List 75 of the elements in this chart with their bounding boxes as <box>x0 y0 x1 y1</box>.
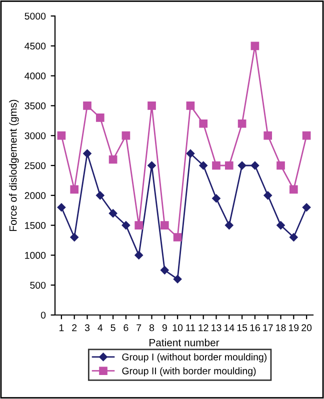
point <box>302 203 311 212</box>
y-tick-label: 4500 <box>24 42 46 50</box>
point <box>250 161 260 170</box>
y-tick-label: 2000 <box>24 192 46 200</box>
x-tick-label: 9 <box>162 324 167 332</box>
point <box>160 266 169 274</box>
point <box>290 233 298 242</box>
point <box>199 119 208 128</box>
legend-label: Group I (without border moulding) <box>122 353 266 362</box>
x-tick-label: 16 <box>250 324 260 332</box>
point <box>173 233 182 242</box>
point <box>83 102 92 110</box>
x-tick-label: 2 <box>72 324 77 332</box>
point <box>276 221 285 230</box>
point <box>96 113 104 122</box>
point <box>122 221 130 230</box>
y-tick-label: 3000 <box>24 132 46 140</box>
y-tick-label: 3500 <box>24 102 46 110</box>
x-tick-label: 20 <box>302 324 312 332</box>
point <box>238 119 246 128</box>
x-tick-label: 15 <box>237 324 248 332</box>
y-axis-title: Force of dislodgement (gms) <box>9 100 19 231</box>
point <box>108 155 118 164</box>
x-tick-label: 10 <box>172 324 183 332</box>
x-tick-label: 18 <box>276 324 286 332</box>
y-tick-label: 1000 <box>25 252 46 259</box>
x-tick-label: 13 <box>212 324 222 332</box>
point <box>148 161 156 170</box>
x-tick-label: 14 <box>224 324 234 332</box>
point <box>96 191 104 200</box>
point <box>264 191 272 200</box>
x-tick-label: 4 <box>98 324 103 332</box>
y-tick-label: 5000 <box>24 12 46 20</box>
y-tick-label: 2500 <box>24 162 46 170</box>
point <box>186 102 195 110</box>
point <box>186 149 195 158</box>
legend-label: Group II (with border moulding) <box>122 367 256 376</box>
x-tick-label: 1 <box>59 324 64 332</box>
y-tick-label: 4000 <box>24 72 46 80</box>
x-tick-label: 11 <box>186 324 196 332</box>
point <box>199 161 208 170</box>
point <box>173 274 182 284</box>
point <box>108 209 118 218</box>
x-tick-label: 5 <box>110 324 116 332</box>
point <box>264 131 272 140</box>
point <box>225 221 234 230</box>
point <box>250 42 260 50</box>
point <box>57 203 66 212</box>
x-tick-label: 8 <box>149 324 154 332</box>
point <box>122 131 130 140</box>
x-tick-label: 3 <box>84 324 90 332</box>
point <box>224 161 234 170</box>
point <box>160 221 169 230</box>
x-tick-label: 6 <box>124 324 128 332</box>
point <box>276 161 285 170</box>
x-tick-label: 17 <box>263 324 273 332</box>
x-tick-label: 12 <box>198 324 208 332</box>
point <box>83 149 92 158</box>
x-axis-title: Patient number <box>150 338 220 346</box>
point <box>134 251 143 260</box>
x-tick-label: 7 <box>136 324 142 332</box>
point <box>148 102 156 110</box>
point <box>289 185 298 194</box>
x-tick-label: 19 <box>288 324 299 332</box>
point <box>212 161 220 170</box>
y-tick-label: 0 <box>40 312 46 319</box>
point <box>302 131 311 140</box>
point <box>212 194 220 203</box>
y-tick-label: 500 <box>30 282 46 289</box>
point <box>70 233 78 242</box>
y-tick-label: 1500 <box>25 222 46 229</box>
point <box>70 185 79 194</box>
point <box>134 221 144 230</box>
point <box>57 131 66 140</box>
point <box>238 161 246 170</box>
